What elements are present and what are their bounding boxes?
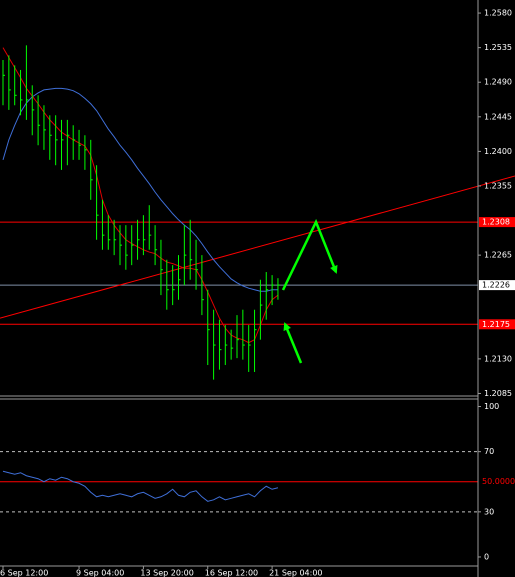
price-level-label: 1.2308 [482, 218, 510, 227]
y-tick-label: 1.2265 [484, 251, 512, 260]
price-level-label: 1.2226 [482, 281, 510, 290]
trend-line [0, 175, 515, 319]
price-level-tag [479, 280, 515, 291]
y-tick-label: 100 [484, 402, 499, 411]
indicator-level-label: 50.0000 [482, 477, 515, 486]
price-level-tag [479, 319, 515, 330]
moving-average [2, 87, 278, 292]
support-arrow [283, 322, 303, 364]
moving-average [2, 47, 279, 344]
y-tick-label: 1.2355 [484, 181, 512, 190]
y-tick-label: 1.2445 [484, 112, 512, 121]
x-tick-label: 16 Sep 12:00 [205, 569, 258, 577]
x-tick-label: 9 Sep 04:00 [76, 569, 124, 577]
indicator-line [2, 470, 279, 502]
y-tick-label: 30 [484, 507, 494, 516]
y-tick-label: 1.2490 [484, 78, 512, 87]
y-tick-label: 1.2085 [484, 389, 512, 398]
x-tick-label: 6 Sep 12:00 [0, 569, 48, 577]
price-level-tag [479, 217, 515, 228]
y-tick-label: 0 [484, 552, 489, 561]
y-tick-label: 1.2580 [484, 9, 512, 18]
x-tick-label: 13 Sep 20:00 [140, 569, 193, 577]
x-tick-label: 21 Sep 04:00 [269, 569, 322, 577]
y-tick-label: 1.2400 [484, 147, 512, 156]
y-tick-label: 70 [484, 447, 494, 456]
plot-layer [0, 45, 515, 513]
y-tick-label: 1.2535 [484, 43, 512, 52]
y-tick-label: 1.2130 [484, 354, 512, 363]
price-level-label: 1.2175 [482, 320, 510, 329]
frame [0, 0, 479, 577]
forecast-arrow [281, 218, 338, 291]
